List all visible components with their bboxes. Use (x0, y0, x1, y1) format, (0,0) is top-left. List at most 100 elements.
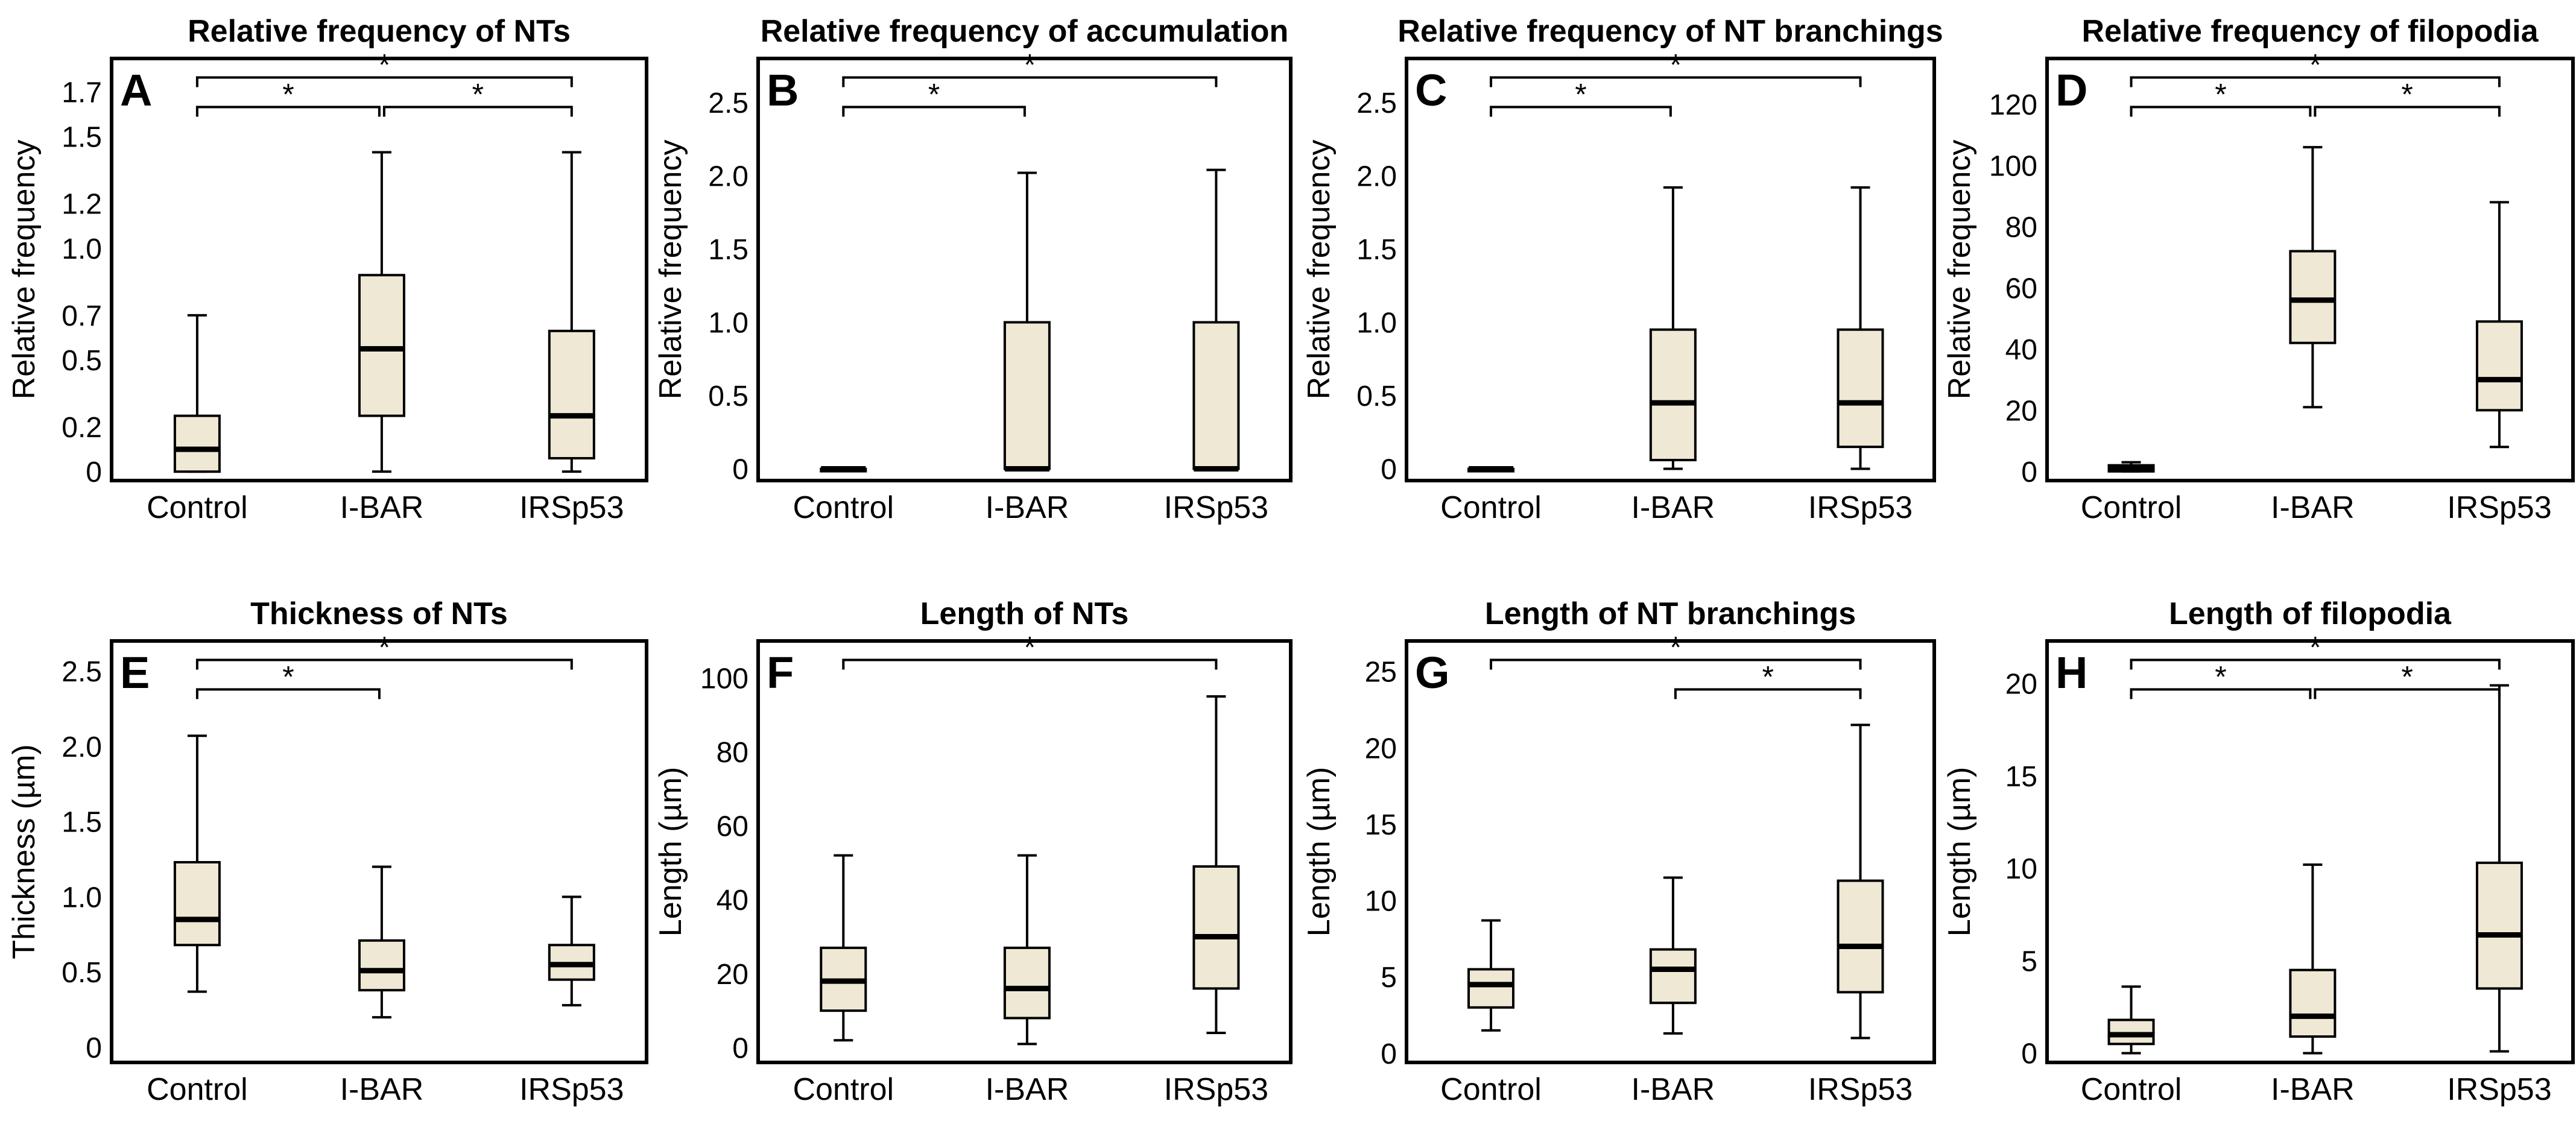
y-tick-label: 0 (2021, 456, 2037, 488)
x-category-label: Control (793, 1072, 894, 1107)
iqr-box (1649, 948, 1697, 1005)
y-tick-label: 0.5 (1356, 380, 1397, 412)
panel-b: Relative frequency of accumulation B Relat… (653, 14, 1293, 525)
bracket-line (842, 106, 1026, 117)
y-tick-label: 10 (1365, 886, 1397, 918)
y-tick-label: 1.5 (62, 807, 102, 839)
significance-star: * (2401, 78, 2413, 112)
x-category-label: IRSp53 (2447, 1072, 2551, 1107)
iqr-box (2107, 1018, 2155, 1046)
significance-bracket: * (842, 48, 1218, 87)
y-tick-label: 1.0 (62, 882, 102, 914)
box-irsp53 (548, 895, 595, 1007)
x-category-label: Control (1440, 1072, 1542, 1107)
box-irsp53 (1837, 186, 1884, 470)
significance-star: * (379, 630, 390, 664)
y-tick-label: 15 (2005, 761, 2037, 793)
significance-bracket: * (842, 78, 1026, 117)
box-control (820, 466, 867, 473)
y-axis-label: Relative frequency (653, 140, 688, 400)
significance-star: * (1762, 660, 1773, 693)
significance-star: * (2401, 660, 2413, 693)
box-control (2107, 461, 2155, 473)
y-tick-label: 2.5 (62, 656, 102, 688)
significance-star: * (2309, 630, 2321, 664)
iqr-box (1192, 321, 1240, 470)
y-tick-label: 2.5 (1356, 87, 1397, 119)
significance-bracket: * (195, 48, 573, 87)
iqr-box (548, 329, 595, 459)
x-category-label: I-BAR (2271, 1072, 2355, 1107)
y-tick-label: 20 (717, 959, 748, 991)
bracket-line (1674, 688, 1862, 699)
y-axis-label: Relative frequency (1942, 140, 1977, 400)
plot-frame (110, 639, 648, 1064)
significance-bracket: * (1674, 660, 1862, 699)
iqr-box (2289, 968, 2337, 1038)
panel-letter: H (2055, 648, 2087, 698)
y-tick-label: 40 (2005, 334, 2037, 366)
x-category-label: I-BAR (1631, 1072, 1715, 1107)
plot-frame (756, 639, 1293, 1064)
y-tick-label: 0 (732, 454, 748, 486)
significance-bracket: * (2314, 78, 2501, 117)
panel-e: Thickness of NTs E Thickness (µm) 0 0.5 1.0 1.… (7, 596, 648, 1107)
panel-title: Length of NT branchings (1485, 596, 1856, 631)
y-tick-label: 0.5 (62, 957, 102, 989)
box-i-bar (2289, 146, 2337, 409)
box-i-bar (1003, 854, 1051, 1046)
panel-f: Length of NTs F Length (µm) 0 20 40 60 80 100 Con… (653, 596, 1293, 1107)
box-irsp53 (1837, 724, 1884, 1040)
y-tick-label: 1.0 (1356, 308, 1397, 339)
y-tick-label: 1.0 (62, 233, 102, 265)
panel-letter: F (767, 648, 794, 698)
box-irsp53 (2475, 201, 2523, 449)
bracket-line (2130, 658, 2501, 670)
significance-star: * (379, 48, 390, 82)
plot-frame (756, 57, 1293, 482)
x-category-label: I-BAR (986, 1072, 1069, 1107)
box-i-bar (1649, 876, 1697, 1035)
significance-star: * (1024, 48, 1036, 82)
y-tick-label: 1.5 (62, 122, 102, 154)
x-category-label: IRSp53 (519, 490, 624, 525)
significance-bracket: * (1490, 48, 1862, 87)
y-tick-label: 60 (717, 811, 748, 843)
box-control (1467, 919, 1514, 1032)
x-category-label: IRSp53 (2447, 490, 2551, 525)
significance-star: * (1575, 78, 1586, 112)
iqr-box (358, 274, 405, 417)
significance-bracket: * (2130, 48, 2501, 87)
significance-bracket: * (1490, 78, 1672, 117)
bracket-line (382, 106, 573, 117)
bracket-line (195, 106, 381, 117)
panel-h: Length of filopodia H Length (µm) 0 5 10 15 20 C… (1942, 596, 2575, 1107)
box-control (1467, 466, 1514, 473)
x-category-label: Control (147, 1072, 248, 1107)
panel-title: Relative frequency of NTs (188, 14, 571, 49)
iqr-box (2475, 320, 2523, 412)
iqr-box (1003, 321, 1051, 470)
box-i-bar (1003, 171, 1051, 472)
x-category-label: Control (1440, 490, 1542, 525)
panel-d: Relative frequency of filopodia D Relative… (1942, 14, 2575, 525)
iqr-box (1837, 328, 1884, 449)
iqr-box (1467, 968, 1514, 1009)
bracket-line (842, 76, 1218, 87)
panel-letter: A (120, 65, 152, 115)
y-tick-label: 2.0 (708, 160, 748, 192)
panel-letter: G (1415, 648, 1450, 698)
y-tick-label: 2.0 (1356, 160, 1397, 192)
y-tick-label: 2.0 (62, 731, 102, 763)
iqr-box (173, 860, 221, 947)
x-category-label: I-BAR (340, 490, 424, 525)
y-tick-label: 120 (1989, 89, 2037, 121)
y-tick-label: 20 (2005, 395, 2037, 427)
significance-star: * (1024, 630, 1036, 664)
x-category-label: I-BAR (2271, 490, 2355, 525)
bracket-line (2130, 76, 2501, 87)
y-tick-label: 20 (1365, 733, 1397, 765)
bracket-line (1490, 106, 1672, 117)
bracket-line (2314, 688, 2501, 699)
